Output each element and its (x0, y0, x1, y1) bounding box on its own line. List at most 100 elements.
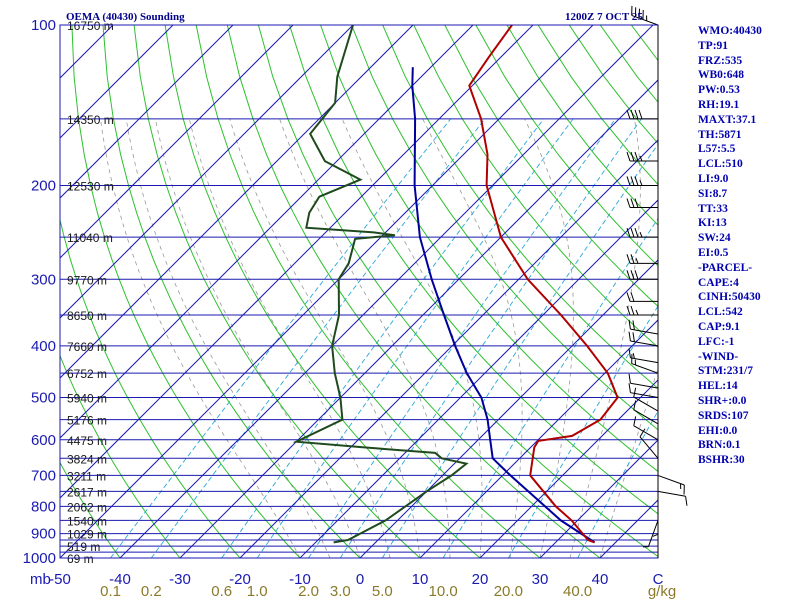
chart-time: 1200Z 7 OCT 25 (565, 11, 643, 23)
mixing-ratio-line (110, 118, 451, 558)
wind-barb (626, 109, 658, 120)
isotherm-line (60, 25, 354, 319)
height-label: 12530 m (67, 179, 114, 193)
stat-item: BSHR:30 (698, 454, 745, 467)
wind-barb (633, 387, 659, 412)
wind-barb (626, 198, 658, 209)
stat-item: EI:0.5 (698, 247, 729, 259)
wind-barbs (626, 5, 688, 548)
stat-item: -WIND- (698, 350, 739, 363)
stat-item: LFC:-1 (698, 335, 735, 348)
height-label: 3824 m (67, 452, 107, 466)
moist-adiabat-line (524, 118, 574, 558)
wind-barb (633, 416, 659, 441)
mixing-ratio-label: 3.0 (330, 583, 351, 600)
temperature-tick-label: -20 (229, 571, 251, 588)
height-label: 6752 m (67, 367, 107, 381)
isotherm-line (60, 25, 414, 379)
height-label: 2062 m (67, 500, 107, 514)
mixing-ratio-label: 0.6 (211, 583, 232, 600)
height-label: 9770 m (67, 273, 107, 287)
temperature-tick-label: 40 (592, 571, 609, 588)
height-label: 2617 m (67, 485, 107, 499)
stat-item: BRN:0.1 (698, 439, 741, 452)
profiles (292, 25, 619, 544)
wind-barb (626, 254, 658, 264)
moist-adiabat-line (188, 118, 391, 558)
wind-barb (631, 5, 659, 26)
height-label: 5176 m (67, 414, 107, 428)
wind-barb (626, 227, 658, 238)
pressure-tick-label: 200 (31, 177, 56, 194)
dry-adiabat-line (289, 25, 658, 515)
temperature-tick-label: 0 (356, 571, 364, 588)
stat-item: CAPE:4 (698, 276, 739, 289)
wind-barb (628, 373, 659, 389)
stat-item: MAXT:37.1 (698, 113, 757, 126)
wind-barb (626, 270, 658, 280)
wind-barb (657, 474, 685, 495)
isotherm-line (239, 139, 658, 558)
pressure-tick-label: 700 (31, 467, 56, 484)
temperature-tick-label: -10 (289, 571, 311, 588)
isotherm-line (179, 79, 658, 558)
stat-item: TH:5871 (698, 128, 742, 141)
wind-barb (657, 490, 688, 506)
stat-item: CINH:50430 (698, 291, 761, 304)
stat-item: -PARCEL- (698, 261, 753, 274)
pressure-tick-label: 500 (31, 390, 56, 407)
stat-item: TP:91 (698, 39, 729, 52)
isotherm-line (539, 439, 658, 558)
stat-item: L57:5.5 (698, 143, 736, 156)
mixing-ratio-line (308, 118, 616, 558)
parcel-trace (411, 67, 596, 544)
mixing-ratio-lines (110, 118, 658, 558)
mixing-ratio-line (577, 410, 658, 558)
temperature-trace (468, 25, 619, 544)
stat-item: WMO:40430 (698, 25, 762, 37)
temperature-tick-label: 30 (532, 571, 549, 588)
height-label: 3211 m (67, 469, 106, 483)
dry-adiabat-line (164, 25, 481, 558)
height-label: 7660 m (67, 340, 107, 354)
isotherm-line (60, 25, 594, 558)
mixing-ratio-label: g/kg (648, 583, 676, 600)
isotherm-line (60, 25, 474, 439)
stat-item: STM:231/7 (698, 365, 753, 378)
height-label: 8650 m (67, 309, 107, 323)
stat-item: CAP:9.1 (698, 321, 740, 333)
wind-barb (633, 400, 659, 425)
isotherm-line (60, 25, 294, 259)
temperature-tick-label: -50 (49, 571, 71, 588)
moist-adiabat-line (341, 118, 483, 558)
stat-item: SW:24 (698, 232, 731, 245)
mixing-ratio-line (221, 118, 545, 558)
mixing-ratio-label: 2.0 (298, 583, 319, 600)
temperature-tick-label: C (653, 571, 664, 588)
temperature-tick-label: -40 (109, 571, 131, 588)
stat-item: LCL:510 (698, 158, 743, 171)
wind-barb (628, 348, 659, 364)
height-label: 5940 m (67, 392, 107, 406)
wind-barb (626, 305, 658, 316)
mixing-ratio-label: 0.2 (141, 583, 162, 600)
isotherm-line (479, 379, 658, 558)
wind-barb (626, 151, 658, 162)
mixing-ratio-line (150, 118, 486, 558)
stat-item: PW:0.53 (698, 84, 740, 97)
temperature-tick-label: -30 (169, 571, 191, 588)
pressure-tick-label: 400 (31, 338, 56, 355)
wind-barb (628, 383, 659, 399)
wind-barb (628, 319, 659, 335)
mixing-ratio-line (381, 143, 658, 558)
wind-barb (626, 292, 658, 302)
mixing-ratio-label: 10.0 (429, 583, 458, 600)
isotherm-line (60, 25, 174, 139)
isotherm-line (60, 25, 534, 499)
stat-item: FRZ:535 (698, 54, 743, 67)
isotherms (60, 25, 658, 558)
mixing-ratio-label: 0.1 (100, 583, 121, 600)
isotherm-line (299, 199, 658, 558)
